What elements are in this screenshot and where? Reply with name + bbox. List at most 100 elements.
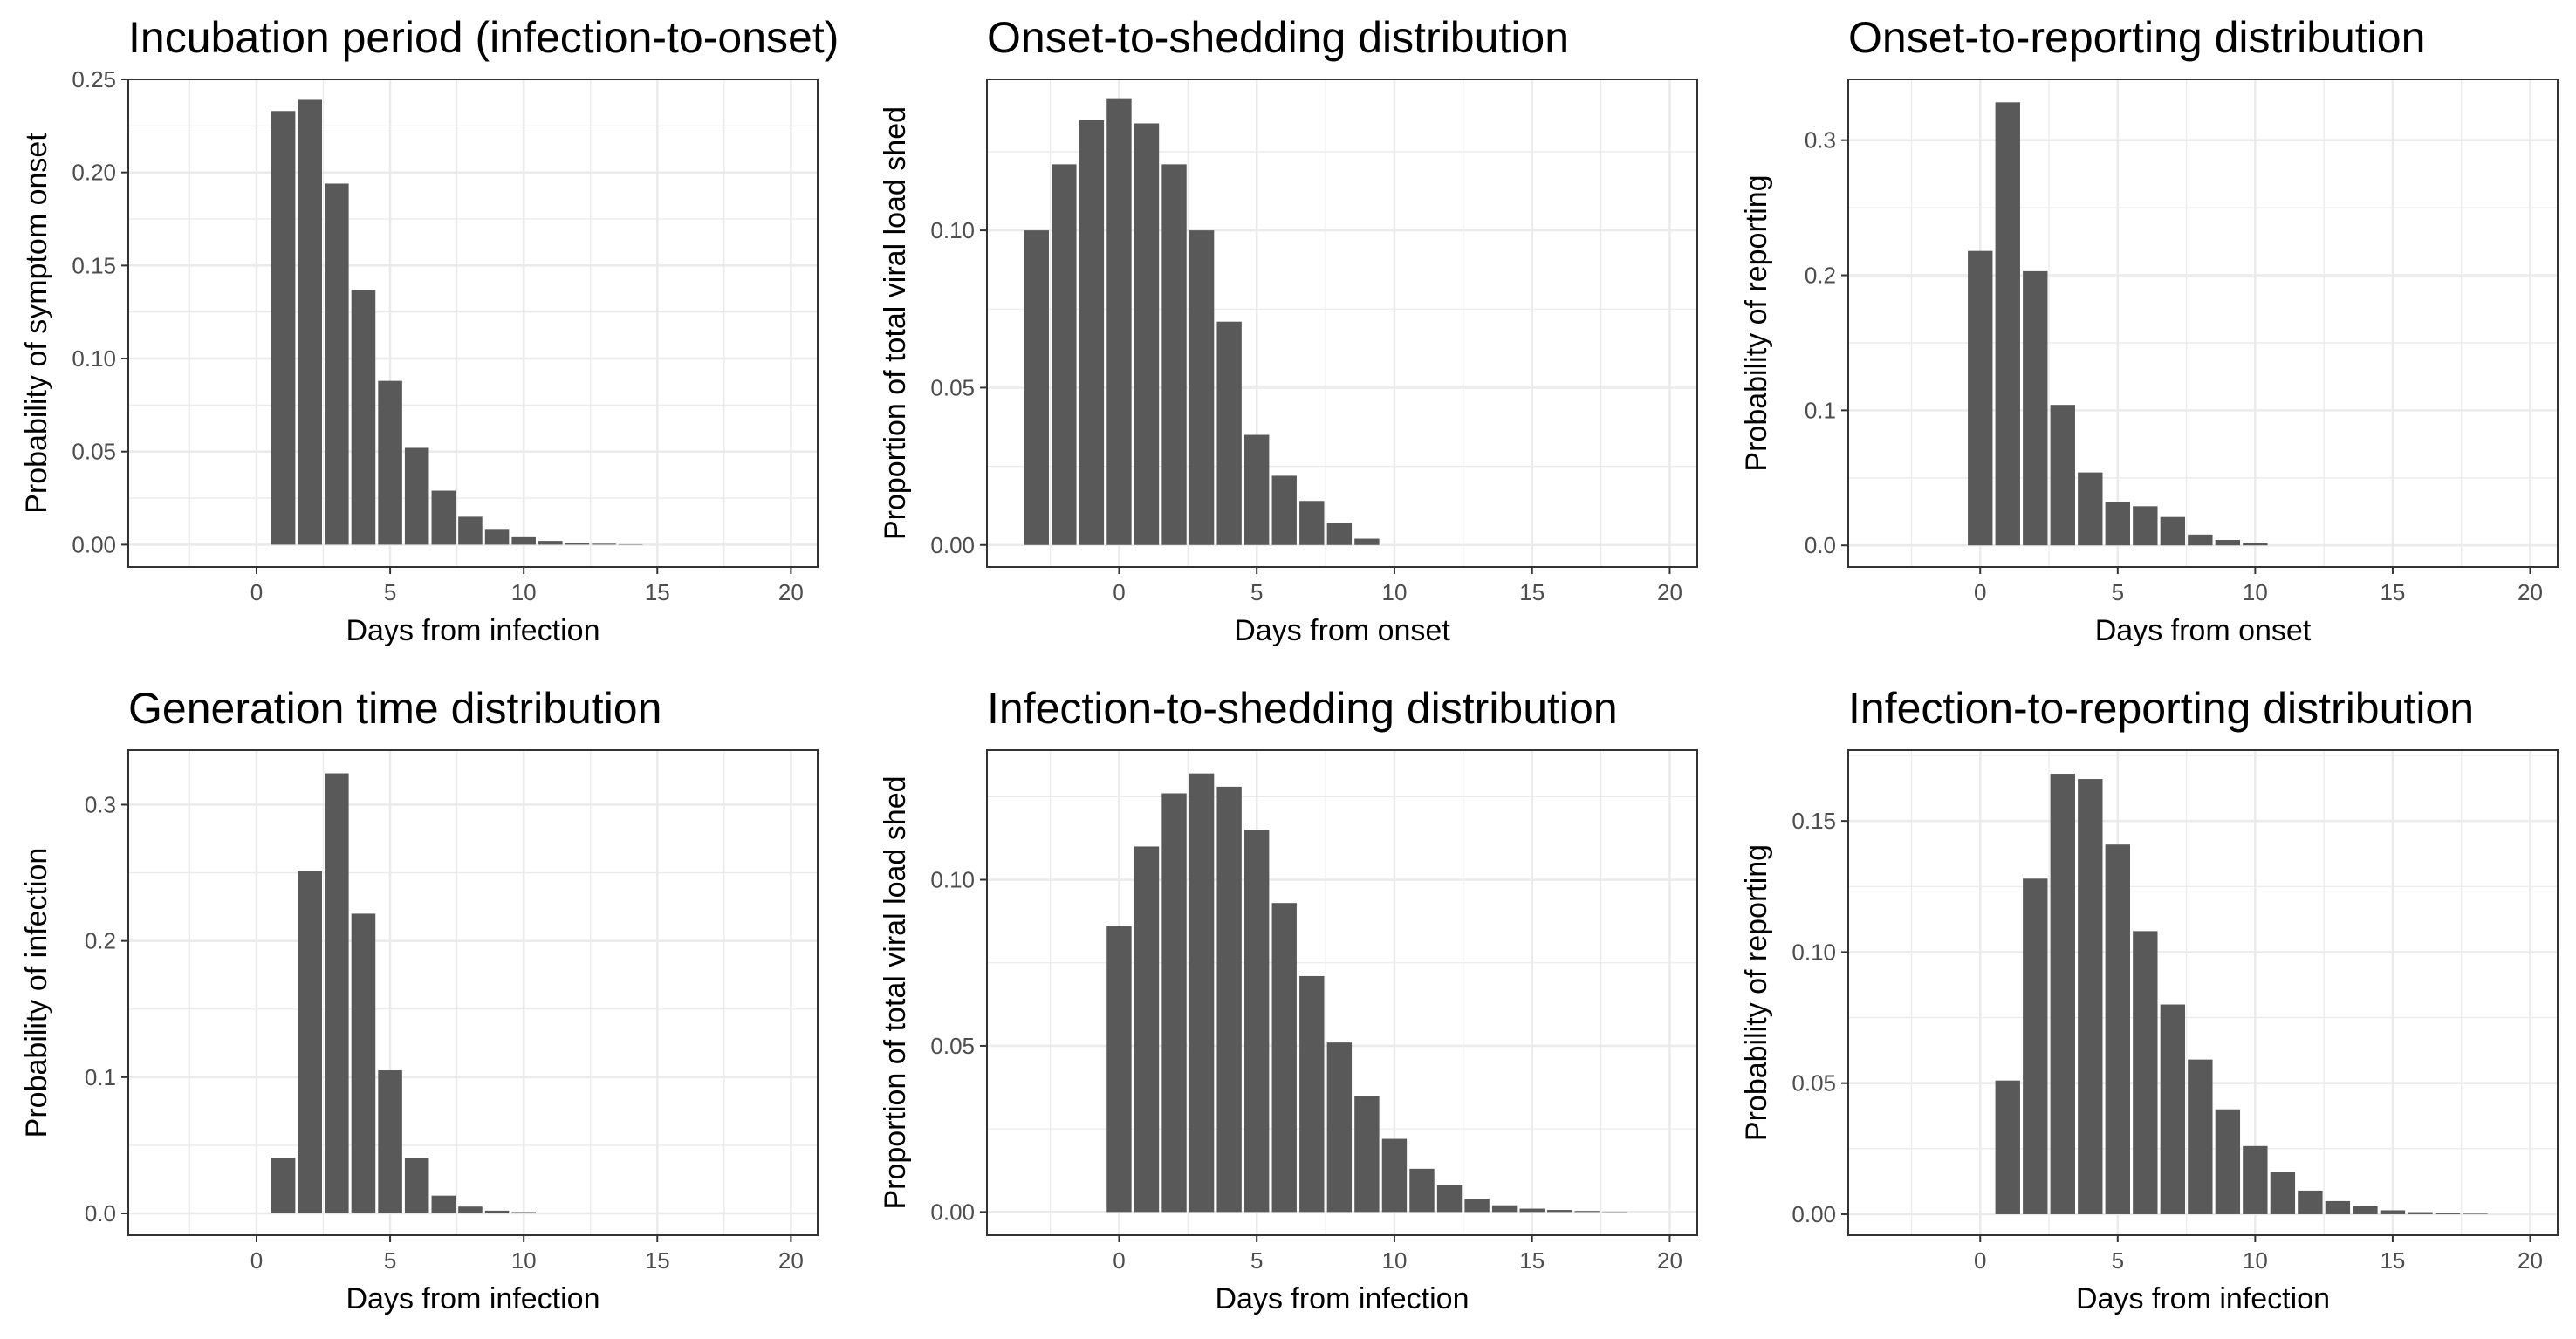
y-axis-title: Probability of reporting bbox=[1740, 844, 1773, 1141]
x-tick-label: 10 bbox=[511, 579, 537, 605]
bar bbox=[1271, 903, 1297, 1213]
bar bbox=[2078, 472, 2103, 546]
panel-title: Infection-to-reporting distribution bbox=[1848, 684, 2474, 733]
x-tick-label: 0 bbox=[1974, 579, 1986, 605]
bar bbox=[1995, 1080, 2020, 1214]
bar bbox=[2463, 1213, 2488, 1214]
y-tick-label: 0.00 bbox=[1792, 1201, 1836, 1227]
bar bbox=[1134, 123, 1160, 545]
chart-panel: 0 5 10 15 20 0.0 0.1 0.2 0.3 Generation time dist… bbox=[20, 684, 819, 1315]
bar bbox=[511, 1212, 536, 1214]
bar bbox=[2188, 534, 2213, 546]
bar bbox=[1326, 1042, 1353, 1213]
chart-panel: 0 5 10 15 20 0.00 0.05 0.10 0.15 Infection-to-rep… bbox=[1740, 684, 2559, 1315]
y-tick-label: 0.05 bbox=[1792, 1070, 1836, 1096]
bar bbox=[2133, 931, 2158, 1214]
bar bbox=[458, 1206, 483, 1214]
x-axis-title: Days from onset bbox=[2095, 614, 2312, 647]
bar bbox=[404, 447, 429, 545]
x-axis-title: Days from infection bbox=[346, 614, 600, 647]
bar bbox=[1024, 230, 1049, 545]
x-tick-label: 5 bbox=[384, 579, 396, 605]
panel-title: Onset-to-reporting distribution bbox=[1848, 13, 2425, 62]
x-tick-label: 15 bbox=[2380, 1247, 2405, 1274]
x-tick-label: 5 bbox=[384, 1247, 396, 1274]
bar bbox=[484, 529, 510, 545]
y-tick-label: 0.15 bbox=[72, 252, 116, 278]
x-tick-label: 0 bbox=[250, 1247, 263, 1274]
y-tick-label: 0.1 bbox=[1805, 397, 1836, 423]
bar bbox=[2408, 1212, 2433, 1214]
x-tick-label: 15 bbox=[645, 579, 670, 605]
x-tick-label: 20 bbox=[2518, 1247, 2543, 1274]
y-tick-label: 0.20 bbox=[72, 160, 116, 186]
bar bbox=[2133, 506, 2158, 546]
bar bbox=[2215, 540, 2241, 546]
y-tick-label: 0.1 bbox=[85, 1064, 116, 1090]
bar bbox=[1968, 250, 1993, 546]
bar bbox=[1519, 1208, 1545, 1213]
bar bbox=[1243, 434, 1270, 545]
panel-border bbox=[127, 749, 819, 1236]
bar bbox=[2380, 1210, 2406, 1214]
x-axis-title: Days from infection bbox=[1216, 1282, 1470, 1315]
panel-title: Incubation period (infection-to-onset) bbox=[128, 13, 839, 62]
panel-border bbox=[986, 749, 1698, 1236]
bar bbox=[1464, 1199, 1490, 1213]
bar bbox=[1106, 926, 1132, 1213]
bar bbox=[1574, 1211, 1600, 1213]
bar bbox=[1436, 1185, 1463, 1213]
chart-panel: 0 5 10 15 20 0.00 0.05 0.10 0.15 0.20 0.25 Incubati… bbox=[20, 13, 839, 647]
bar bbox=[1491, 1205, 1518, 1213]
bar bbox=[2215, 1109, 2241, 1214]
x-tick-label: 0 bbox=[1974, 1247, 1986, 1274]
x-tick-label: 15 bbox=[2380, 579, 2405, 605]
x-tick-label: 20 bbox=[1657, 1247, 1682, 1274]
bar bbox=[1052, 164, 1077, 545]
y-tick-label: 0.05 bbox=[930, 1033, 975, 1059]
x-tick-label: 5 bbox=[1250, 579, 1263, 605]
bar bbox=[431, 1195, 456, 1214]
bar bbox=[1409, 1168, 1435, 1213]
x-tick-label: 5 bbox=[2112, 579, 2124, 605]
panel-border bbox=[986, 79, 1698, 568]
bar bbox=[2188, 1059, 2213, 1214]
x-tick-label: 10 bbox=[2243, 1247, 2268, 1274]
bar bbox=[1189, 230, 1215, 545]
y-axis-title: Probability of symptom onset bbox=[20, 133, 53, 514]
bar bbox=[2298, 1190, 2323, 1214]
bar bbox=[2270, 1172, 2296, 1214]
bar bbox=[2160, 516, 2186, 546]
y-tick-label: 0.05 bbox=[930, 374, 975, 400]
y-tick-label: 0.0 bbox=[1805, 532, 1836, 558]
panel-title: Onset-to-shedding distribution bbox=[987, 13, 1569, 62]
bar bbox=[404, 1157, 429, 1214]
bar bbox=[2435, 1213, 2461, 1214]
x-tick-label: 10 bbox=[1381, 1247, 1407, 1274]
chart-panel: 0 5 10 15 20 0.00 0.05 0.10 Onset-to-shedding di… bbox=[879, 13, 1698, 647]
x-tick-label: 20 bbox=[778, 579, 804, 605]
x-tick-label: 0 bbox=[250, 579, 263, 605]
y-axis-title: Proportion of total viral load shed bbox=[879, 775, 912, 1209]
panel-title: Infection-to-shedding distribution bbox=[987, 684, 1618, 733]
bar bbox=[1995, 102, 2020, 546]
y-axis-title: Probability of infection bbox=[20, 848, 53, 1138]
y-tick-label: 0.10 bbox=[72, 345, 116, 372]
y-tick-label: 0.25 bbox=[72, 66, 116, 92]
bar bbox=[2160, 1004, 2186, 1214]
x-tick-label: 10 bbox=[1381, 579, 1407, 605]
bar bbox=[298, 871, 322, 1214]
panel-border bbox=[1847, 79, 2559, 568]
bar bbox=[1189, 773, 1215, 1213]
bar bbox=[458, 516, 483, 545]
bar bbox=[325, 773, 349, 1214]
x-tick-label: 20 bbox=[778, 1247, 804, 1274]
bar bbox=[592, 543, 616, 545]
x-tick-label: 5 bbox=[1250, 1247, 1263, 1274]
x-tick-label: 10 bbox=[2243, 579, 2268, 605]
y-tick-label: 0.2 bbox=[1805, 263, 1836, 289]
x-tick-label: 0 bbox=[1113, 579, 1125, 605]
y-tick-label: 0.05 bbox=[72, 439, 116, 465]
panel-border bbox=[127, 79, 819, 568]
